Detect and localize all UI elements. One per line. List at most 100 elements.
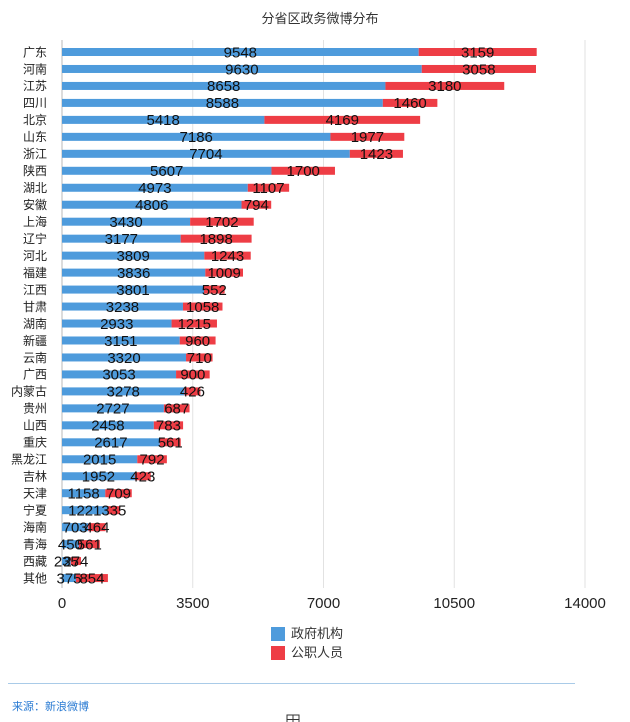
legend-label-government: 政府机构	[291, 627, 343, 642]
government-agency-bar	[62, 268, 206, 277]
bar-value-label: 703	[63, 519, 88, 536]
category-label: 广西	[23, 368, 47, 382]
bar-value-label: 375	[56, 570, 81, 587]
government-agency-bar	[62, 285, 204, 294]
civil-servant-bar	[107, 506, 121, 515]
legend-item-government[interactable]: 政府机构	[271, 627, 343, 642]
category-label: 天津	[23, 487, 47, 501]
category-label: 重庆	[23, 436, 47, 450]
civil-servant-bar	[171, 319, 217, 328]
category-label: 山西	[23, 419, 47, 433]
grid-icon[interactable]	[286, 714, 300, 722]
civil-servant-bar	[88, 523, 106, 532]
bar-value-label: 4169	[326, 112, 359, 129]
bar-value-label: 2458	[91, 418, 124, 435]
government-agency-bar	[62, 506, 108, 515]
bar-value-label: 3836	[117, 265, 150, 282]
government-agency-bar	[62, 302, 183, 311]
government-agency-bar	[62, 166, 272, 175]
civil-servant-bar	[205, 268, 243, 277]
bar-value-label: 561	[158, 435, 183, 452]
bar-value-label: 1898	[199, 231, 232, 248]
x-tick-label: 10500	[433, 595, 475, 612]
bar-value-label: 3058	[462, 61, 495, 78]
government-agency-bar	[62, 98, 383, 107]
bar-value-label: 426	[180, 384, 205, 401]
civil-servant-bar	[271, 166, 335, 175]
bar-value-label: 1952	[82, 469, 115, 486]
category-label: 黑龙江	[11, 453, 47, 467]
bar-value-label: 1460	[393, 95, 426, 112]
category-label: 贵州	[23, 402, 47, 416]
government-agency-bar	[62, 115, 265, 124]
government-agency-bar	[62, 540, 79, 549]
category-label: 陕西	[23, 163, 47, 178]
government-agency-bar	[62, 472, 135, 481]
bar-value-label: 794	[244, 197, 269, 214]
bar-value-label: 960	[185, 333, 210, 350]
category-label: 新疆	[23, 333, 47, 348]
bar-value-label: 854	[79, 570, 104, 587]
gridlines	[192, 40, 586, 588]
category-labels: 广东河南江苏四川北京山东浙江陕西湖北安徽上海辽宁河北福建江西甘肃湖南新疆云南广西…	[11, 45, 47, 585]
civil-servant-bar	[385, 81, 505, 90]
civil-servant-bar	[382, 98, 438, 107]
category-label: 山东	[23, 130, 47, 144]
civil-servant-bar	[182, 302, 223, 311]
civil-servant-bar	[159, 438, 181, 447]
category-label: 湖北	[23, 180, 47, 195]
category-label: 海南	[23, 519, 47, 534]
civil-servant-bar	[264, 115, 421, 124]
government-agency-bar	[62, 149, 350, 158]
bar-value-label: 1243	[211, 248, 244, 265]
category-label: 河北	[23, 249, 47, 263]
category-label: 浙江	[23, 147, 47, 161]
civil-servant-bar	[241, 200, 272, 209]
bar-value-label: 3053	[102, 367, 135, 384]
bar-value-label: 423	[130, 469, 155, 486]
bar-value-label: 792	[140, 452, 165, 469]
government-agency-bar	[62, 319, 172, 328]
government-agency-bar	[62, 387, 185, 396]
bar-value-label: 3177	[105, 231, 138, 248]
civil-servant-bar	[78, 540, 100, 549]
bar-value-label: 1158	[67, 486, 99, 503]
civil-servant-bar	[76, 574, 108, 583]
bar-value-label: 3801	[116, 282, 149, 299]
bar-value-label: 3809	[116, 248, 149, 265]
bar-value-label: 709	[106, 486, 131, 503]
bar-value-label: 8588	[206, 95, 239, 112]
government-agency-bar	[62, 455, 138, 464]
category-label: 江苏	[23, 79, 47, 93]
bar-value-label: 2727	[96, 401, 129, 418]
bar-value-label: 4973	[138, 180, 171, 197]
bar-value-label: 2015	[83, 452, 116, 469]
source-link[interactable]: 来源：新浪微博	[12, 700, 89, 713]
civil-servant-bar	[134, 472, 151, 481]
civil-servant-bar	[190, 217, 254, 226]
category-label: 四川	[23, 96, 47, 110]
bar-value-label: 9630	[225, 61, 258, 78]
x-tick-label: 3500	[176, 595, 209, 612]
category-label: 其他	[23, 571, 47, 585]
civil-servant-bar	[418, 48, 537, 56]
bar-value-label: 3180	[428, 78, 461, 95]
government-agency-bar	[62, 574, 77, 583]
legend-label-civil-servant: 公职人员	[291, 646, 343, 661]
x-axis-ticks: 0 3500 7000 10500 14000	[58, 595, 606, 612]
bar-value-label: 3320	[107, 350, 140, 367]
government-agency-bar	[62, 370, 177, 379]
bar-value-label: 3159	[461, 44, 494, 61]
civil-servant-bar	[105, 489, 132, 498]
bar-value-label: 900	[180, 367, 205, 384]
x-tick-label: 0	[58, 595, 66, 612]
bar-value-label: 7704	[189, 146, 222, 163]
civil-servant-bar	[163, 404, 190, 413]
civil-servant-bar	[421, 64, 536, 73]
bar-value-label: 1009	[207, 265, 240, 282]
footer-divider	[8, 683, 575, 684]
bar-value-label: 1215	[178, 316, 211, 333]
civil-servant-bar	[330, 132, 405, 141]
legend-item-civil-servant[interactable]: 公职人员	[271, 646, 343, 661]
